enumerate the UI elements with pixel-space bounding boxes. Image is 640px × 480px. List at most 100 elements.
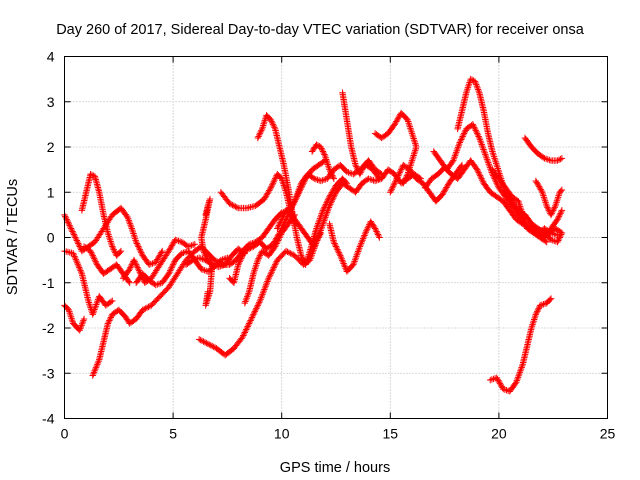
data-point [145,303,152,311]
data-point [440,189,447,197]
data-point [94,359,102,367]
data-point [256,253,263,261]
data-point [530,318,537,325]
data-point [159,247,166,255]
data-point [356,243,364,250]
data-point [258,292,266,300]
data-point [554,195,561,203]
data-point [147,260,155,268]
chart-title: Day 260 of 2017, Sidereal Day-to-day VTE… [56,22,585,38]
x-axis-label: GPS time / hours [280,460,390,476]
data-point [319,148,327,155]
data-point [549,237,556,244]
data-point [389,184,396,191]
y-tick-label: 4 [47,49,55,65]
data-point [92,364,100,371]
data-point [412,140,419,147]
data-point [69,250,77,257]
data-point [169,261,177,268]
data-point [89,252,96,259]
data-point [170,259,178,267]
data-point [192,255,200,263]
series-0 [61,204,166,268]
data-point [392,119,399,127]
data-point [373,228,380,235]
data-point [257,128,264,136]
data-point [117,247,125,255]
data-point [245,290,252,297]
data-point [70,231,78,238]
plot-frame [64,56,608,419]
data-point [557,208,565,216]
data-point [472,79,479,87]
data-point [298,183,306,190]
data-point [395,114,402,121]
data-point [464,86,471,93]
data-point [375,232,382,240]
data-point [176,238,184,245]
data-point [340,260,347,267]
data-point [168,242,176,249]
data-point [107,314,115,321]
data-point [201,339,209,346]
data-point [471,78,479,85]
data-point [358,166,366,173]
data-point [261,118,268,126]
data-point [536,302,544,309]
data-point [240,249,247,256]
data-point [528,324,535,332]
data-point [242,298,249,305]
data-point [215,263,222,271]
data-point [241,329,248,336]
data-point [85,297,92,305]
data-point [279,213,287,220]
data-point [126,220,134,227]
data-point [332,243,340,250]
data-point [323,199,330,207]
data-point [395,172,402,179]
data-point [401,176,408,184]
data-point [249,312,256,320]
data-point [442,185,449,193]
data-point [493,161,500,169]
data-point [92,258,99,265]
data-point [489,148,496,155]
data-point [479,176,486,184]
data-point [204,288,212,295]
data-point [327,169,335,176]
data-point [252,306,259,314]
data-point [261,194,269,201]
series-22 [487,295,555,395]
data-point [298,253,306,261]
data-point [321,204,328,211]
data-point [64,217,71,225]
data-point [554,157,561,164]
data-point [169,262,176,270]
data-point [408,130,416,137]
data-point [338,255,345,262]
series-14 [308,141,338,182]
data-point [236,258,243,265]
data-point [474,84,481,92]
data-point [544,204,551,211]
data-point [125,278,132,285]
data-point [269,119,276,127]
data-point [467,75,474,83]
data-point [134,264,141,271]
data-point [258,294,265,301]
data-point [397,167,404,175]
data-point [473,81,480,88]
data-point [407,125,414,132]
series-28 [182,245,248,271]
data-point [543,238,550,246]
data-point [271,261,279,268]
data-point [191,256,198,263]
data-point [546,156,553,164]
data-point [268,118,275,125]
data-point [133,240,141,247]
data-point [329,172,336,179]
data-point [497,381,504,389]
data-point [501,386,509,393]
data-point [541,197,549,204]
